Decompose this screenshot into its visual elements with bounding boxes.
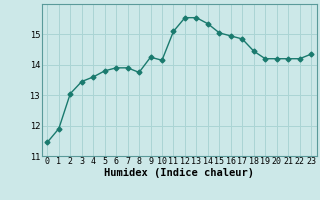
X-axis label: Humidex (Indice chaleur): Humidex (Indice chaleur) (104, 168, 254, 178)
